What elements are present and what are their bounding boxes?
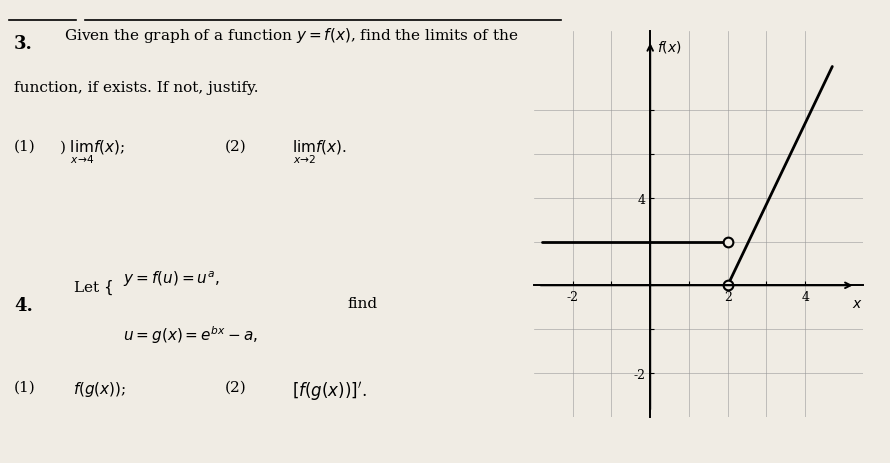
Text: Given the graph of a function $y = f(x)$, find the limits of the: Given the graph of a function $y = f(x)$… [64, 25, 519, 44]
Text: (1): (1) [14, 139, 36, 153]
Text: (2): (2) [224, 380, 246, 394]
Text: $u = g(x) = e^{bx} - a,$: $u = g(x) = e^{bx} - a,$ [124, 324, 258, 346]
Text: (1): (1) [14, 380, 36, 394]
Text: (2): (2) [224, 139, 246, 153]
Text: $[f(g(x))]'$.: $[f(g(x))]'$. [292, 380, 367, 403]
Text: 3.: 3. [14, 35, 33, 53]
Text: $f(x)$: $f(x)$ [657, 39, 682, 55]
Text: $x$: $x$ [852, 297, 862, 311]
Text: 4.: 4. [14, 296, 33, 314]
Text: Let $\{$: Let $\{$ [73, 278, 113, 296]
Text: $y = f(u) = u^{a},$: $y = f(u) = u^{a},$ [124, 269, 220, 288]
Text: function, if exists. If not, justify.: function, if exists. If not, justify. [14, 81, 258, 95]
Text: find: find [348, 296, 377, 310]
Text: $\lim_{x \to 2} f(x)$.: $\lim_{x \to 2} f(x)$. [292, 139, 346, 166]
Text: ) $\lim_{x \to 4} f(x)$;: ) $\lim_{x \to 4} f(x)$; [59, 139, 125, 166]
Text: $f(g(x))$;: $f(g(x))$; [73, 380, 126, 399]
